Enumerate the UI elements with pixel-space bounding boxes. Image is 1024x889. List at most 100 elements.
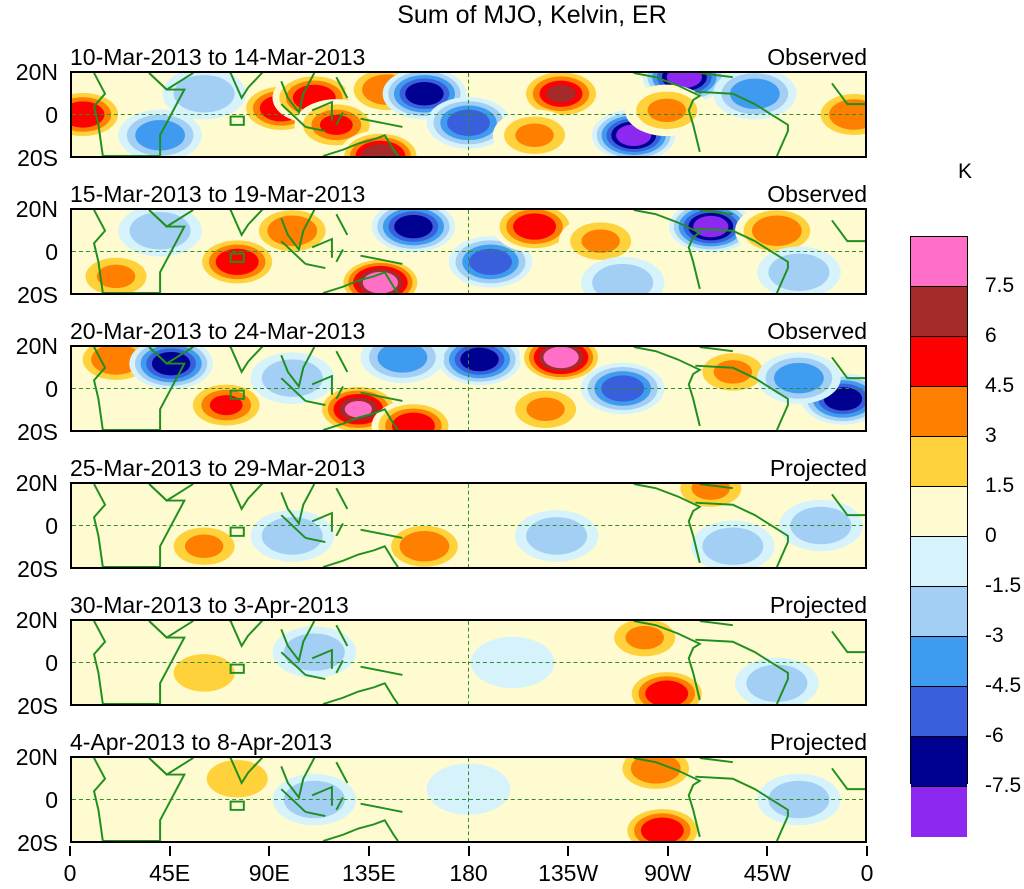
- coastline: [831, 493, 865, 517]
- anomaly-contour: [398, 416, 429, 430]
- coastline: [148, 210, 194, 228]
- coastline: [322, 134, 399, 156]
- colorbar-swatch: [911, 437, 967, 487]
- figure-title: Sum of MJO, Kelvin, ER: [397, 1, 667, 29]
- colorbar-swatch: [911, 537, 967, 587]
- lat-tick-label: 0: [45, 376, 58, 402]
- coastline: [280, 758, 316, 800]
- coastline: [322, 682, 399, 704]
- lat-tick-label: 20S: [17, 556, 58, 582]
- anomaly-contour: [757, 671, 797, 696]
- lon-tick-label: 45W: [743, 860, 792, 886]
- coastline: [305, 400, 326, 407]
- lat-tick-label: 0: [45, 239, 58, 265]
- lon-tick: [268, 846, 271, 856]
- coastline: [335, 761, 349, 784]
- panel-kind-label: Projected: [769, 729, 867, 755]
- coastline: [280, 484, 316, 526]
- coastline: [335, 796, 344, 811]
- coastline: [335, 213, 349, 236]
- coastline: [335, 522, 344, 537]
- anomaly-contour: [295, 787, 334, 812]
- coastline: [360, 665, 403, 676]
- panel-kind-label: Projected: [769, 455, 867, 481]
- anomaly-contour: [366, 147, 394, 156]
- lat-tick-label: 20N: [15, 470, 58, 496]
- coastline: [305, 811, 326, 818]
- map-panel: [70, 756, 867, 843]
- coastline: [699, 621, 733, 627]
- anomaly-contour: [713, 360, 753, 384]
- anomaly-contour: [209, 395, 243, 416]
- anomaly-contour: [647, 98, 686, 123]
- panel-date-label: 20-Mar-2013 to 24-Mar-2013: [70, 318, 366, 344]
- coastline: [280, 347, 316, 389]
- coastline: [280, 240, 307, 265]
- anomaly-contour: [184, 81, 224, 106]
- coastline: [228, 758, 264, 785]
- colorbar-swatch: [911, 287, 967, 337]
- anomaly-contour: [625, 625, 664, 650]
- coastline: [305, 126, 326, 133]
- coastline: [148, 73, 194, 91]
- coastline: [280, 103, 307, 128]
- coastline: [305, 263, 326, 270]
- coastline: [831, 630, 865, 654]
- anomaly-contour: [548, 349, 574, 366]
- coastline: [305, 674, 326, 681]
- panel-date-label: 4-Apr-2013 to 8-Apr-2013: [70, 729, 333, 755]
- coastline: [280, 621, 316, 663]
- coastline: [280, 377, 307, 402]
- anomaly-contour: [295, 640, 334, 664]
- coastline: [148, 484, 194, 502]
- anomaly-contour: [475, 252, 506, 271]
- colorbar-swatch: [911, 787, 967, 837]
- coastline: [699, 210, 733, 216]
- anomaly-contour: [652, 684, 682, 703]
- anomaly-contour: [385, 347, 419, 368]
- lon-tick: [766, 846, 769, 856]
- coastline: [335, 76, 349, 99]
- coastline: [280, 514, 307, 539]
- panel-kind-label: Observed: [767, 181, 867, 207]
- region-box: [229, 663, 245, 674]
- anomaly-contour: [760, 220, 794, 241]
- lat-tick-label: 0: [45, 513, 58, 539]
- coastline: [633, 73, 702, 153]
- lon-tick: [866, 846, 868, 856]
- map-svg: [72, 210, 865, 293]
- colorbar-level-label: 3: [985, 424, 997, 447]
- map-svg: [72, 484, 865, 567]
- anomaly-contour: [837, 104, 865, 125]
- anomaly-contour: [515, 123, 554, 148]
- lon-tick: [467, 846, 470, 856]
- colorbar: [910, 236, 968, 837]
- anomaly-contour: [546, 84, 576, 103]
- coastline: [360, 528, 403, 539]
- anomaly-contour: [217, 766, 257, 791]
- coastline: [335, 248, 344, 263]
- anomaly-contour: [184, 534, 224, 559]
- lon-tick: [168, 846, 171, 856]
- lon-tick-label: 90W: [644, 860, 692, 886]
- lat-tick-label: 20N: [15, 744, 58, 770]
- lon-tick-label: 0: [860, 860, 874, 886]
- coastline: [360, 802, 403, 813]
- coastline: [280, 651, 307, 676]
- anomaly-contour: [99, 349, 133, 370]
- coastline: [92, 758, 186, 841]
- anomaly-contour: [184, 661, 224, 685]
- map-panel: [70, 208, 867, 295]
- coastline: [335, 111, 344, 126]
- lat-tick-label: 20S: [17, 282, 58, 308]
- anomaly-contour: [738, 83, 772, 104]
- map-panel: [70, 619, 867, 706]
- coastline: [322, 819, 399, 841]
- coastline: [633, 210, 702, 290]
- coastline: [280, 210, 316, 252]
- coastline: [148, 621, 194, 639]
- coastline: [335, 385, 344, 400]
- coastline: [322, 408, 399, 430]
- lat-tick-label: 20S: [17, 830, 58, 856]
- coastline: [228, 73, 264, 100]
